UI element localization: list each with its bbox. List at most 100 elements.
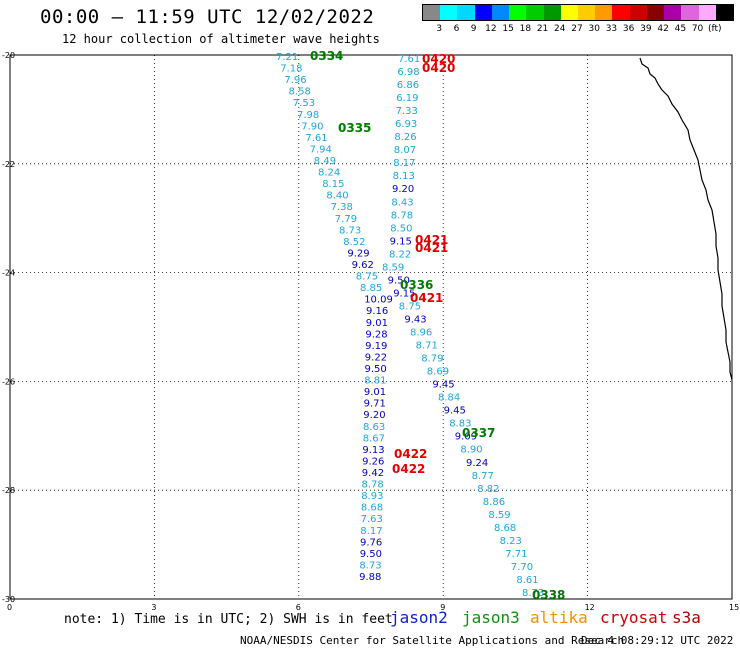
- swh-value: 8.59: [488, 510, 510, 521]
- swh-value: 9.42: [362, 468, 384, 479]
- swh-value: 8.40: [326, 191, 348, 202]
- swh-value: 9.19: [365, 341, 387, 352]
- swh-value: 8.68: [494, 523, 516, 534]
- swh-value: 8.86: [483, 497, 505, 508]
- lat-tick-label: -24: [2, 269, 15, 278]
- colorbar-label: 24: [554, 24, 566, 34]
- colorbar-swatches: [422, 4, 734, 21]
- colorbar-label: 18: [519, 24, 532, 34]
- legend-jason3: jason3: [462, 608, 520, 627]
- lat-tick-label: -26: [2, 377, 15, 386]
- swh-value: 8.15: [322, 179, 344, 190]
- colorbar-label: 39: [640, 24, 652, 34]
- legend-s3a: s3a: [672, 608, 701, 627]
- swh-value: 9.50: [388, 275, 410, 286]
- swh-value: 9.22: [365, 352, 387, 363]
- colorbar-label: (ft): [707, 24, 722, 34]
- legend-cryosat: cryosat: [600, 608, 668, 627]
- swh-value: 7.53: [293, 98, 315, 109]
- colorbar-swatch: [664, 5, 682, 20]
- colorbar-swatch: [698, 5, 716, 20]
- lon-tick-label: 9: [440, 603, 445, 612]
- swh-value: 8.77: [472, 471, 494, 482]
- colorbar-swatch: [509, 5, 527, 20]
- track-orbit-label: 0421: [415, 241, 448, 255]
- colorbar-swatch: [560, 5, 578, 20]
- colorbar-swatch: [491, 5, 510, 20]
- swh-value: 8.17: [360, 526, 382, 537]
- swh-value: 8.13: [393, 171, 415, 182]
- lat-tick-label: -20: [2, 51, 15, 60]
- colorbar-label: 42: [657, 24, 669, 34]
- swh-value: 9.20: [392, 184, 414, 195]
- swh-value: 9.24: [466, 458, 488, 469]
- swh-value: 8.78: [362, 480, 384, 491]
- lon-tick-label: 3: [151, 603, 156, 612]
- swh-value: 8.84: [438, 393, 460, 404]
- track-orbit-label: 0337: [462, 426, 495, 440]
- colorbar-swatch: [681, 5, 699, 20]
- lon-tick-label: 0: [7, 603, 12, 612]
- colorbar-label: 33: [605, 24, 618, 34]
- swh-value: 8.61: [516, 575, 538, 586]
- swh-value: 8.82: [477, 484, 499, 495]
- colorbar-swatch: [646, 5, 665, 20]
- swh-value: 6.19: [396, 93, 418, 104]
- track-orbit-label: 0421: [410, 291, 443, 305]
- swh-value: 9.16: [366, 306, 388, 317]
- swh-value: 8.49: [314, 156, 336, 167]
- colorbar-label: 30: [588, 24, 600, 34]
- swh-value: 8.78: [391, 210, 413, 221]
- swh-value: 8.67: [363, 433, 385, 444]
- swh-value: 8.93: [361, 491, 383, 502]
- swh-value: 8.96: [410, 328, 432, 339]
- colorbar-label: 15: [502, 24, 514, 34]
- lon-tick-label: 6: [296, 603, 301, 612]
- swh-value: 8.50: [390, 223, 412, 234]
- swh-value: 8.22: [389, 249, 411, 260]
- swh-value: 9.76: [360, 537, 382, 548]
- swh-value: 8.79: [421, 354, 443, 365]
- swh-value: 9.88: [359, 572, 381, 583]
- legend-altika: altika: [530, 608, 588, 627]
- swh-value: 6.86: [397, 80, 419, 91]
- track-orbit-label: 0422: [394, 447, 427, 461]
- coastline: [639, 57, 733, 381]
- lat-tick-label: -30: [2, 595, 15, 604]
- colorbar-swatch: [423, 5, 441, 20]
- colorbar-swatch: [457, 5, 475, 20]
- swh-value: 8.73: [522, 588, 544, 599]
- colorbar-label: 70: [691, 24, 704, 34]
- swh-value: 7.98: [297, 110, 319, 121]
- colorbar-swatch: [612, 5, 630, 20]
- swh-value: 9.15: [393, 288, 415, 299]
- colorbar-label: 36: [622, 24, 635, 34]
- colorbar-label: 45: [674, 24, 687, 34]
- colorbar-swatch: [629, 5, 647, 20]
- swh-value: 8.59: [382, 262, 404, 273]
- footer-credit: NOAA/NESDIS Center for Satellite Applica…: [240, 634, 625, 647]
- swh-value: 7.71: [505, 549, 527, 560]
- lon-tick-label: 15: [729, 603, 739, 612]
- footer-timestamp: Dec 4 08:29:12 UTC 2022: [581, 634, 734, 647]
- colorbar-swatch: [715, 5, 733, 20]
- track-orbit-label: 0335: [338, 121, 371, 135]
- swh-value: 8.71: [416, 341, 438, 352]
- lat-tick-label: -28: [2, 486, 15, 495]
- swh-value: 8.73: [339, 225, 361, 236]
- swh-value: 9.29: [347, 248, 369, 259]
- swh-value: 9.20: [363, 410, 385, 421]
- colorbar-swatch: [526, 5, 544, 20]
- swh-value: 7.90: [301, 121, 323, 132]
- swh-value: 8.52: [343, 237, 365, 248]
- plot-frame: [9, 54, 733, 600]
- swh-value: 7.61: [305, 133, 327, 144]
- track-orbit-label: 0422: [392, 462, 425, 476]
- swh-value: 8.58: [289, 87, 311, 98]
- swh-value: 7.21: [276, 52, 298, 63]
- track-orbit-label: 0420: [422, 52, 455, 66]
- swh-value: 9.62: [352, 260, 374, 271]
- swh-value: 8.26: [394, 132, 416, 143]
- swh-value: 9.15: [390, 236, 412, 247]
